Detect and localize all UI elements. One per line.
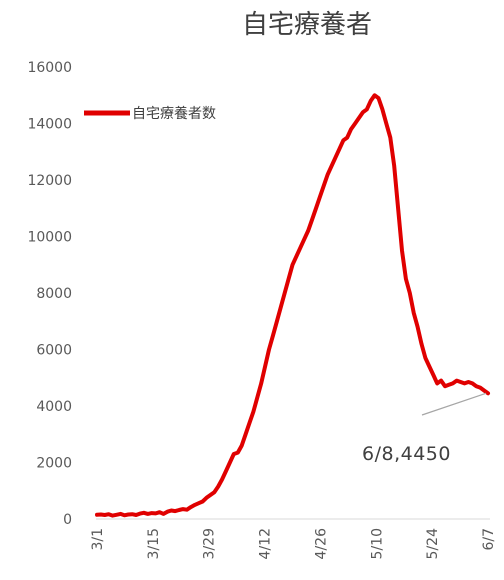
- annotation-leader-line: [421, 392, 487, 416]
- x-tick-label: 6/7: [481, 528, 497, 551]
- x-tick-label: 4/26: [313, 528, 329, 560]
- y-tick-label: 2000: [36, 456, 72, 472]
- annotation-label: 6/8,4450: [362, 443, 451, 465]
- legend-label: 自宅療養者数: [132, 105, 216, 122]
- y-tick-label: 8000: [36, 286, 72, 302]
- x-tick-label: 4/12: [258, 528, 274, 559]
- x-tick-label: 5/10: [369, 528, 385, 559]
- chart-title: 自宅療養者: [241, 10, 372, 40]
- y-tick-label: 12000: [27, 173, 72, 189]
- y-tick-label: 6000: [36, 343, 72, 359]
- y-tick-label: 16000: [27, 60, 72, 76]
- x-tick-label: 5/24: [425, 528, 441, 560]
- y-tick-label: 0: [63, 512, 72, 528]
- y-axis: 0 2000 4000 6000 8000 10000 12000 14000 16000: [27, 60, 72, 528]
- x-tick-label: 3/15: [146, 528, 162, 559]
- series-line-home-care: [95, 93, 490, 518]
- y-tick-label: 14000: [27, 117, 72, 133]
- x-tick-label: 3/29: [202, 528, 218, 559]
- y-tick-label: 4000: [36, 399, 72, 415]
- x-tick-label: 3/1: [90, 528, 106, 551]
- legend: 自宅療養者数: [84, 105, 216, 122]
- y-tick-label: 10000: [27, 230, 72, 246]
- x-axis: 3/1 3/15 3/29 4/12 4/26 5/10 5/24 6/7: [90, 528, 497, 560]
